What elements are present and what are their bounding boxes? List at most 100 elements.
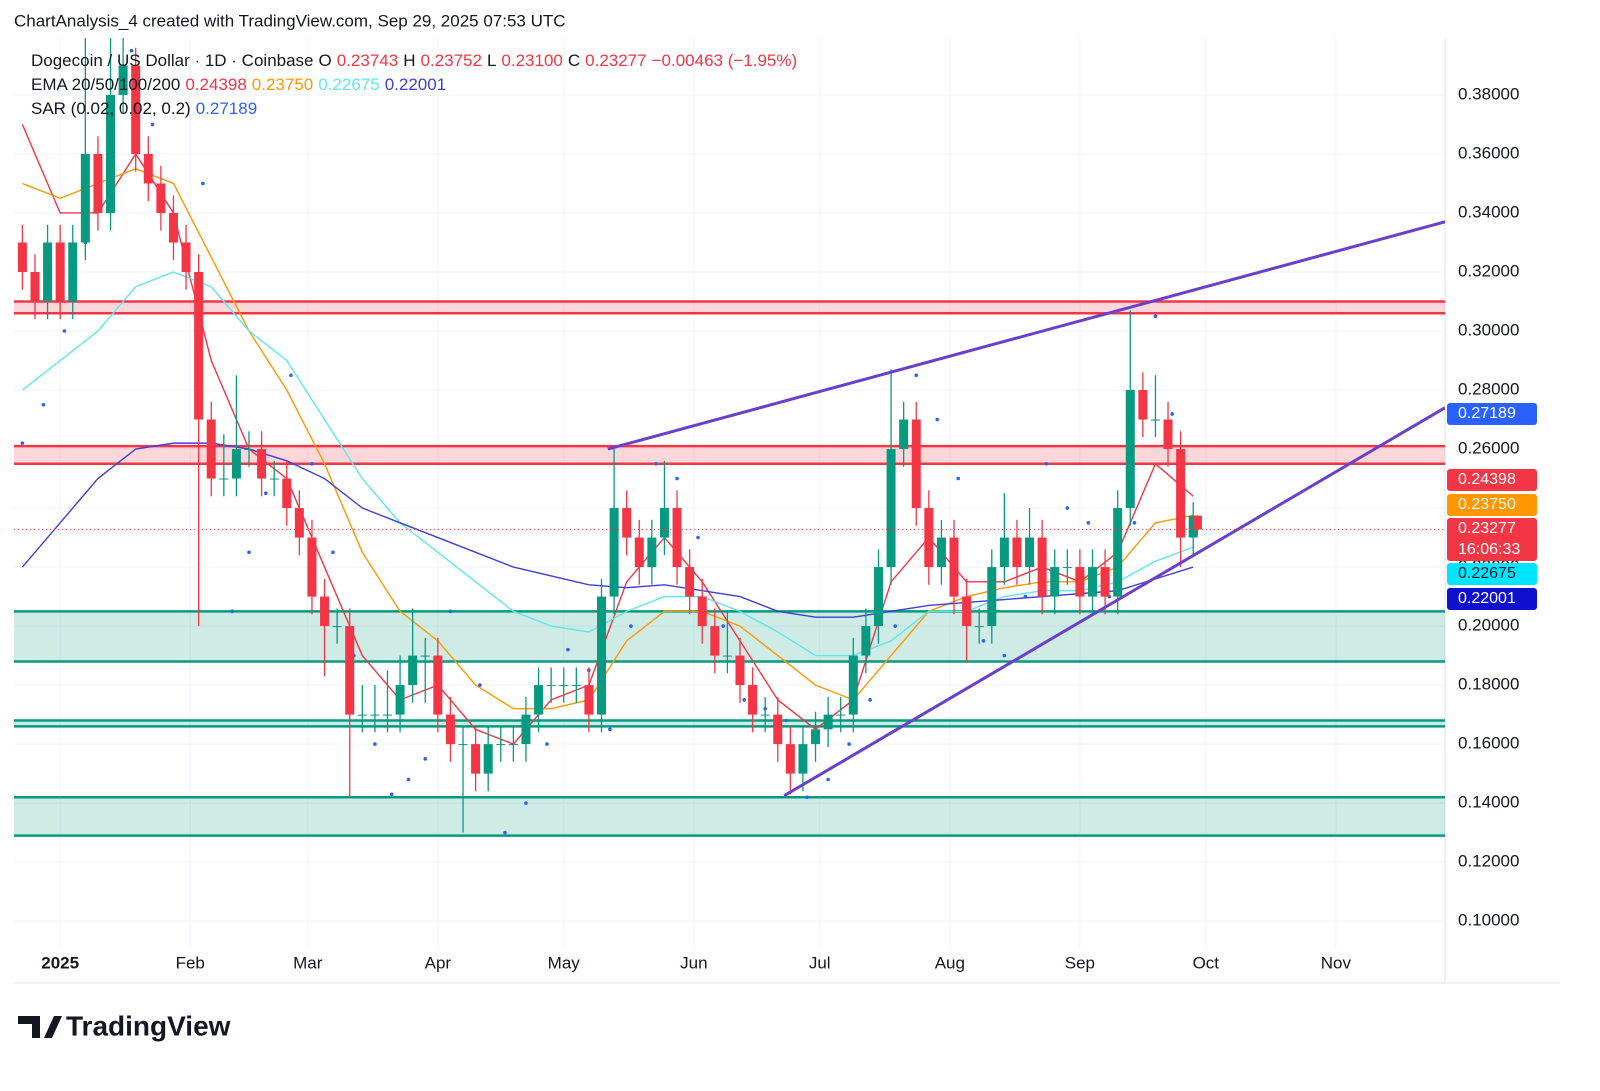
candle-body xyxy=(748,685,758,715)
price-tag-label: 0.23277 xyxy=(1458,520,1516,537)
candle-body xyxy=(93,153,103,213)
sar-dot xyxy=(805,795,809,800)
sar-dot xyxy=(524,801,528,805)
candle-body xyxy=(811,729,821,745)
candle-body xyxy=(420,655,430,657)
sar-dot xyxy=(247,550,251,555)
price-tag-label: 0.27189 xyxy=(1458,405,1516,422)
legend-item: 0.23100 xyxy=(501,51,562,70)
x-tick-label: Aug xyxy=(935,953,965,972)
brand: TradingView xyxy=(18,1010,231,1041)
candle-body xyxy=(1150,419,1160,421)
candle-body xyxy=(80,153,90,243)
candle-body xyxy=(597,596,607,715)
candle-body xyxy=(1075,567,1085,597)
candle-body xyxy=(1192,515,1202,530)
x-tick-label: Jun xyxy=(680,953,707,972)
legend-item: Dogecoin / US Dollar · 1D · Coinbase xyxy=(31,51,314,70)
candle-body xyxy=(1138,390,1148,420)
sar-dot xyxy=(478,683,482,687)
price-tag xyxy=(1447,494,1537,516)
zone xyxy=(14,720,1445,727)
candle-body xyxy=(357,714,367,716)
x-tick-label: Oct xyxy=(1193,953,1220,972)
candle-body xyxy=(647,537,657,568)
price-tags: 0.27189 0.24398 0.23750 0.23277 16:06:33 0.22… xyxy=(1447,403,1537,610)
price-tag-label: 0.22675 xyxy=(1458,565,1516,582)
sar-dot xyxy=(310,461,314,466)
candle-body xyxy=(873,567,883,627)
brand-name: TradingView xyxy=(66,1010,231,1041)
price-tag xyxy=(1447,563,1537,585)
candle-body xyxy=(382,714,392,716)
legend-item: 0.24398 xyxy=(185,75,246,94)
x-tick-label: Mar xyxy=(293,953,323,972)
y-tick-label: 0.36000 xyxy=(1458,143,1519,162)
legend-item: L xyxy=(487,51,496,70)
trendline xyxy=(607,220,1445,451)
candle-body xyxy=(332,626,342,628)
candle-body xyxy=(999,537,1009,568)
candle-body xyxy=(1087,567,1097,597)
candle-body xyxy=(496,744,506,746)
sar-dot xyxy=(201,181,205,186)
candle-body xyxy=(1176,449,1186,538)
candle-body xyxy=(194,271,204,420)
legend-item: O xyxy=(319,51,332,70)
candle-body xyxy=(899,419,909,450)
candle-body xyxy=(508,744,518,746)
sar-dot xyxy=(230,609,235,614)
sar-dot xyxy=(654,461,658,466)
candle-body xyxy=(974,626,984,628)
price-tag xyxy=(1447,403,1537,425)
candle-body xyxy=(168,212,178,243)
sar-dot xyxy=(1153,314,1158,319)
legend-item: SAR (0.02, 0.02, 0.2) xyxy=(31,99,191,118)
zone xyxy=(14,797,1445,836)
legend-item: 0.23277 xyxy=(585,51,646,70)
legend-row: EMA 20/50/100/200 0.24398 0.23750 0.22675 0.… xyxy=(31,75,446,94)
sar-dot xyxy=(608,727,612,732)
candle-body xyxy=(785,744,795,774)
sar-dot xyxy=(956,476,961,481)
candle-body xyxy=(622,508,632,538)
candle-body xyxy=(685,567,695,597)
y-tick-label: 0.14000 xyxy=(1458,793,1519,812)
sar-dot xyxy=(893,624,898,628)
x-tick-label: May xyxy=(548,953,581,972)
candle-body xyxy=(219,478,229,480)
candle-body xyxy=(546,685,556,687)
sar-dot xyxy=(981,639,986,643)
sar-dot xyxy=(826,777,830,782)
candle-body xyxy=(206,419,216,479)
sar-dot xyxy=(1170,412,1175,416)
legend-row: SAR (0.02, 0.02, 0.2) 0.27189 xyxy=(31,99,257,118)
candle-body xyxy=(886,449,896,568)
y-tick-label: 0.10000 xyxy=(1458,911,1519,930)
candle-body xyxy=(861,626,871,656)
candle-body xyxy=(30,271,40,302)
price-tag-label: 0.23750 xyxy=(1458,496,1516,513)
candle-body xyxy=(17,242,27,272)
credit: ChartAnalysis_4 created with TradingView… xyxy=(14,11,566,30)
x-tick-label: Feb xyxy=(176,953,205,972)
candle-body xyxy=(1100,567,1110,597)
candle-body xyxy=(534,685,544,715)
candle-body xyxy=(445,714,455,745)
sar-dot xyxy=(289,373,293,378)
candle-body xyxy=(697,596,707,627)
ema-line xyxy=(21,124,1194,745)
sar-dot xyxy=(331,550,335,555)
candle-body xyxy=(1037,537,1047,597)
x-tick-label: Nov xyxy=(1321,953,1352,972)
legend-item: 0.23752 xyxy=(420,51,481,70)
legend-item: 0.23750 xyxy=(252,75,313,94)
y-tick-label: 0.32000 xyxy=(1458,261,1519,280)
legend-item: 0.27189 xyxy=(196,99,257,118)
legend: Dogecoin / US Dollar · 1D · Coinbase O 0.2… xyxy=(31,51,797,118)
candle-body xyxy=(307,537,317,597)
candle-body xyxy=(156,183,166,213)
sar-dot xyxy=(373,742,377,746)
candle-body xyxy=(106,94,116,213)
candle-body xyxy=(1012,537,1022,568)
